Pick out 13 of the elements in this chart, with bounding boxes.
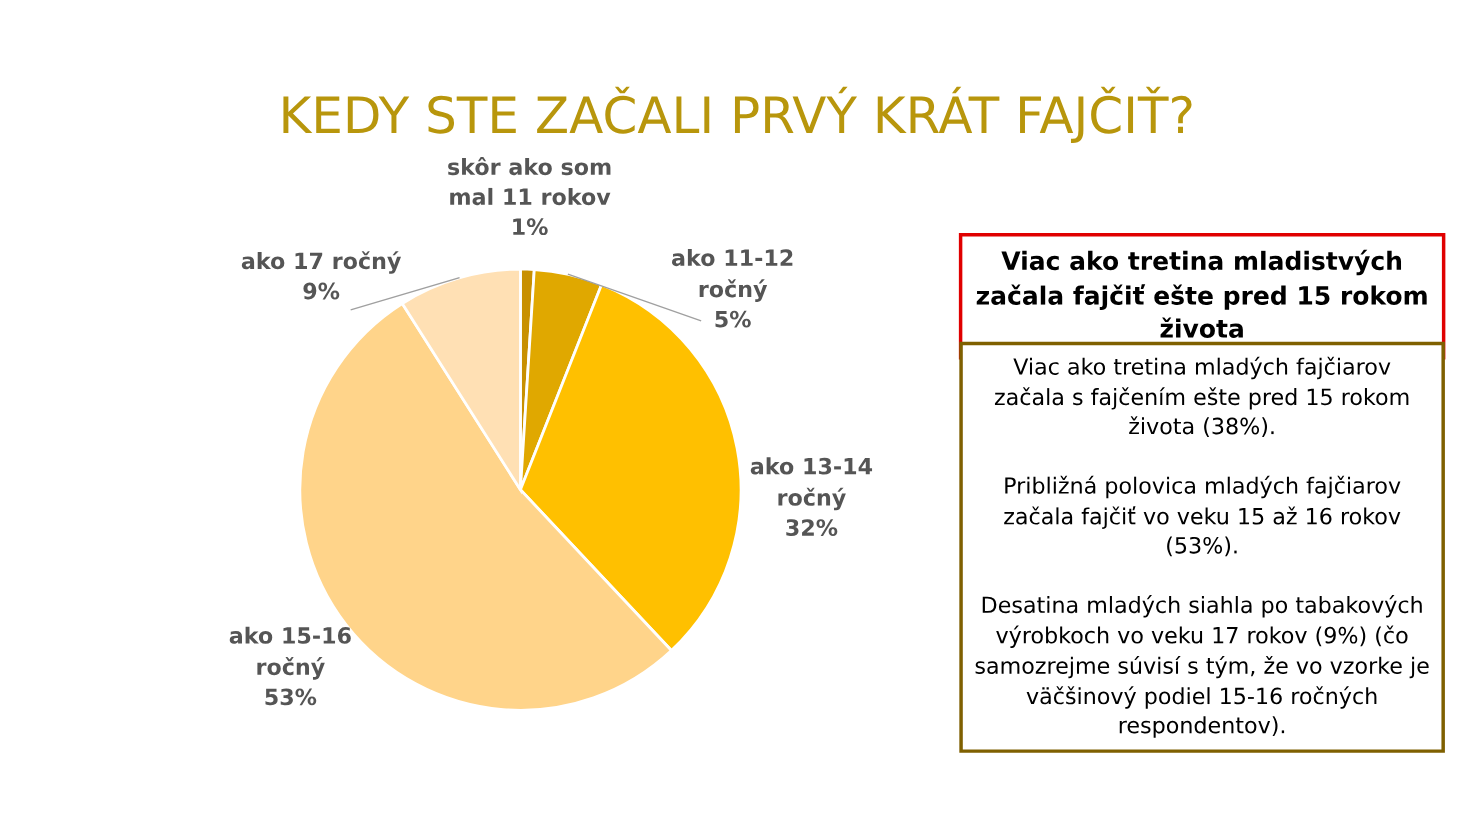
chart-title: KEDY STE ZAČALI PRVÝ KRÁT FAJČIŤ? [283, 86, 1192, 143]
data-label: 53% [265, 688, 317, 706]
text: Viac ako tretina mladistvých začala fajčiť ešte pred 15 rokom života [976, 249, 1427, 338]
data-label: 32% [786, 519, 838, 536]
text: Viac ako tretina mladých fajčiarov začala s fajčením ešte pred 15 rokom života (38%). Približná polovica mladých fajčiarov začala fajčiť vo veku 15 až 16 rokov (53%). Desatina mladých siahla po tabakových výrobkoch vo veku 17 rokov (9%) (čo samozrejme súvisí s tým, že vo vzorke je väčšinový podiel 15-16 ročných respondentov). [975, 356, 1429, 738]
slice-label: ako 13-14 ročný [750, 457, 873, 511]
slice-label: skôr ako som mal 11 rokov [448, 157, 611, 206]
slice-label: ako 17 ročný [241, 251, 402, 274]
data-label: 9% [303, 282, 340, 300]
slice-label: ako 11-12 ročný [671, 248, 793, 302]
data-label: 1% [513, 218, 548, 236]
data-label: 5% [715, 310, 751, 328]
slice-label: ako 15-16 ročný [229, 626, 351, 680]
